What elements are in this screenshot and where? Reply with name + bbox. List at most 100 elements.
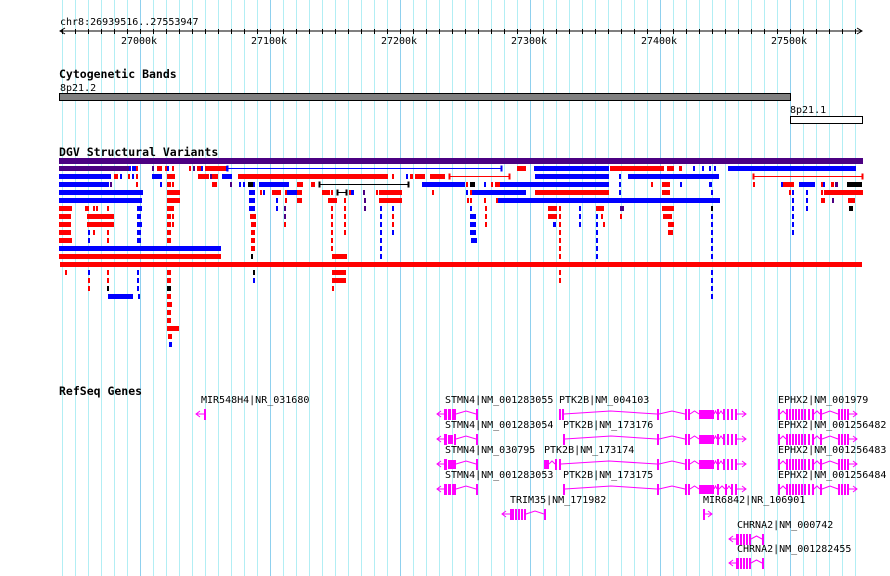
refseq-track[interactable]: RefSeq Genes MIR548H4|NR_031680 STMN4|NM_… <box>59 384 886 569</box>
structural-variant[interactable] <box>470 230 476 235</box>
structural-variant[interactable] <box>711 254 713 259</box>
structural-variant[interactable] <box>107 286 109 291</box>
structural-variant[interactable] <box>364 206 366 211</box>
gene-feature[interactable]: STMN4|NM_001283053 <box>436 470 553 495</box>
structural-variant[interactable] <box>107 238 109 243</box>
structural-variant[interactable] <box>471 238 477 243</box>
structural-variant[interactable] <box>559 214 561 219</box>
structural-variant[interactable] <box>59 158 863 164</box>
gene-feature[interactable]: STMN4|NM_030795 <box>436 445 535 470</box>
structural-variant[interactable] <box>792 206 794 211</box>
structural-variant[interactable] <box>331 190 333 195</box>
structural-variant[interactable] <box>88 230 90 235</box>
structural-variant[interactable] <box>620 206 624 211</box>
structural-variant[interactable] <box>87 214 114 219</box>
structural-variant[interactable] <box>137 214 141 219</box>
structural-variant[interactable] <box>285 198 287 203</box>
gene-feature[interactable]: EPHX2|NM_001979 <box>778 395 868 420</box>
structural-variant[interactable] <box>711 238 713 243</box>
structural-variant[interactable] <box>466 190 468 195</box>
structural-variant[interactable] <box>169 342 172 347</box>
structural-variant[interactable] <box>679 166 682 171</box>
structural-variant[interactable] <box>284 214 286 219</box>
structural-variant[interactable] <box>380 230 382 235</box>
structural-variant[interactable] <box>559 206 561 211</box>
structural-variant[interactable] <box>96 206 98 211</box>
structural-variant[interactable] <box>172 206 174 211</box>
structural-variant[interactable] <box>128 174 130 179</box>
structural-variant[interactable] <box>559 246 561 251</box>
structural-variant[interactable] <box>85 206 89 211</box>
structural-variant[interactable] <box>332 286 334 291</box>
structural-variant[interactable] <box>821 182 823 187</box>
structural-variant[interactable] <box>167 238 171 243</box>
structural-variant[interactable] <box>831 182 834 187</box>
structural-variant[interactable] <box>596 206 604 211</box>
structural-variant[interactable] <box>137 206 142 211</box>
structural-variant[interactable] <box>668 230 673 235</box>
structural-variant[interactable] <box>167 294 171 299</box>
structural-variant[interactable] <box>470 214 476 219</box>
structural-variant[interactable] <box>344 206 346 211</box>
structural-variant[interactable] <box>167 230 171 235</box>
structural-variant[interactable] <box>559 230 561 235</box>
structural-variant[interactable] <box>711 294 713 299</box>
structural-variant[interactable] <box>189 166 191 171</box>
structural-variant[interactable] <box>168 334 172 339</box>
structural-variant[interactable] <box>619 174 621 179</box>
structural-variant[interactable] <box>276 206 278 211</box>
structural-variant[interactable] <box>651 182 653 187</box>
structural-variant[interactable] <box>59 166 129 171</box>
structural-variant[interactable] <box>253 270 255 275</box>
structural-variant[interactable] <box>619 190 621 195</box>
structural-variant[interactable] <box>472 190 526 195</box>
structural-variant[interactable] <box>344 230 346 235</box>
structural-variant[interactable] <box>332 254 347 259</box>
structural-variant[interactable] <box>619 182 621 187</box>
structural-variant[interactable] <box>157 166 162 171</box>
gene-feature[interactable]: STMN4|NM_001283054 <box>436 420 553 445</box>
structural-variant[interactable] <box>849 206 853 211</box>
structural-variant[interactable] <box>517 166 526 171</box>
structural-variant[interactable] <box>410 174 413 179</box>
structural-variant[interactable] <box>663 214 672 219</box>
left-arrow-icon[interactable] <box>59 27 66 35</box>
structural-variant[interactable] <box>628 174 719 179</box>
structural-variant[interactable] <box>251 238 255 243</box>
gene-feature[interactable]: PTK2B|NM_173176 <box>563 420 747 445</box>
structural-variant[interactable] <box>132 174 134 179</box>
structural-variant[interactable] <box>172 214 174 219</box>
structural-variant[interactable] <box>548 206 557 211</box>
structural-variant[interactable] <box>250 214 256 219</box>
structural-variant[interactable] <box>781 182 784 187</box>
structural-variant[interactable] <box>60 262 862 267</box>
structural-variant[interactable] <box>137 270 139 275</box>
structural-variant[interactable] <box>59 198 142 203</box>
structural-variant[interactable] <box>548 214 557 219</box>
structural-variant[interactable] <box>783 182 794 187</box>
structural-variant[interactable] <box>709 182 712 187</box>
structural-variant[interactable] <box>251 222 256 227</box>
structural-variant[interactable] <box>167 222 171 227</box>
structural-variant[interactable] <box>711 278 713 283</box>
structural-variant[interactable] <box>253 278 255 283</box>
structural-variant[interactable] <box>284 206 286 211</box>
structural-variant[interactable] <box>59 182 109 187</box>
structural-variant[interactable] <box>553 222 556 227</box>
structural-variant[interactable] <box>114 174 118 179</box>
structural-variant[interactable] <box>239 182 241 187</box>
structural-variant[interactable] <box>197 166 201 171</box>
structural-variant[interactable] <box>470 182 475 187</box>
structural-variant[interactable] <box>167 286 171 291</box>
structural-variant[interactable] <box>88 278 90 283</box>
structural-variant[interactable] <box>93 230 95 235</box>
structural-variant[interactable] <box>212 182 217 187</box>
structural-variant[interactable] <box>167 318 171 323</box>
structural-variant[interactable] <box>167 214 171 219</box>
structural-variant[interactable] <box>821 198 825 203</box>
structural-variant[interactable] <box>331 238 333 243</box>
structural-variant[interactable] <box>328 198 337 203</box>
structural-variant[interactable] <box>711 270 713 275</box>
structural-variant[interactable] <box>579 222 581 227</box>
